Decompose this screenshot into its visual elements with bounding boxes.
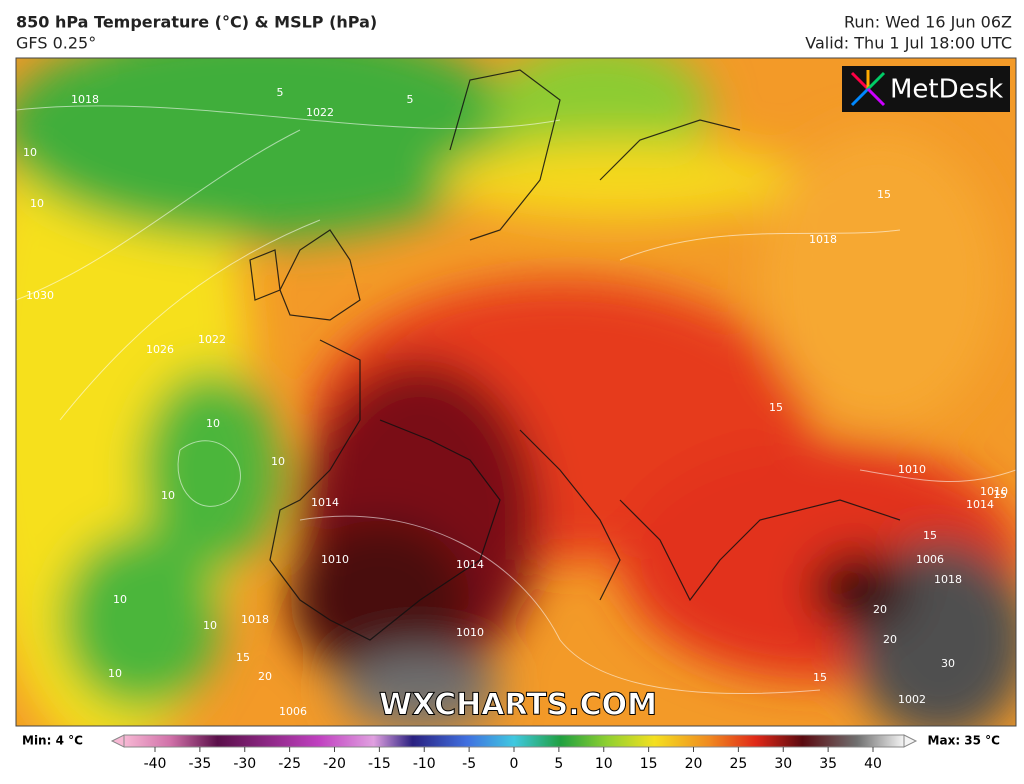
contour-label: 15 <box>993 488 1007 501</box>
colorbar-tick-label: 35 <box>819 756 837 772</box>
contour-label: 30 <box>941 657 955 670</box>
map-area <box>16 58 1016 726</box>
contour-label: 20 <box>873 603 887 616</box>
colorbar-tick-label: 15 <box>640 756 658 772</box>
contour-label: 10 <box>206 417 220 430</box>
contour-label: 1006 <box>279 705 307 718</box>
contour-label: 10 <box>108 667 122 680</box>
contour-label: 1002 <box>898 693 926 706</box>
contour-label: 1014 <box>456 558 484 571</box>
contour-label: 20 <box>258 670 272 683</box>
colorbar-tick-label: -10 <box>413 756 436 772</box>
contour-label: 1014 <box>966 498 994 511</box>
colorbar <box>110 734 918 748</box>
contour-label: 20 <box>883 633 897 646</box>
valid: Valid: Thu 1 Jul 18:00 UTC <box>805 34 1012 53</box>
run: Run: Wed 16 Jun 06Z <box>844 13 1012 32</box>
contour-label: 10 <box>30 197 44 210</box>
contour-label: 1010 <box>980 485 1008 498</box>
colorbar-tick-label: 40 <box>864 756 882 772</box>
colorbar-tick-label: -30 <box>233 756 256 772</box>
contour-label: 1018 <box>934 573 962 586</box>
watermark: WXCHARTS.COM <box>379 688 657 723</box>
colorbar-tick-label: 5 <box>554 756 563 772</box>
contour-label: 10 <box>271 455 285 468</box>
colorbar-tick-label: -35 <box>188 756 211 772</box>
colorbar-tick-label: 0 <box>510 756 519 772</box>
contour-label: 1006 <box>916 553 944 566</box>
contour-label: 1018 <box>809 233 837 246</box>
colorbar-tick-label: 10 <box>595 756 613 772</box>
colorbar-tick-label: 25 <box>729 756 747 772</box>
contour-label: 1026 <box>146 343 174 356</box>
colorbar-tick-label: 30 <box>774 756 792 772</box>
contour-label: 10 <box>23 146 37 159</box>
contour-label: 1018 <box>71 93 99 106</box>
colorbar-tick-label: -25 <box>278 756 301 772</box>
title: 850 hPa Temperature (°C) & MSLP (hPa) <box>16 13 377 32</box>
contour-label: 15 <box>923 529 937 542</box>
colorbar-tick-label: -40 <box>144 756 167 772</box>
contour-label: 1018 <box>241 613 269 626</box>
contour-label: 15 <box>813 671 827 684</box>
colorbar-tick-label: -20 <box>323 756 346 772</box>
min-label: Min: 4 °C <box>22 734 83 748</box>
contour-label: 1010 <box>456 626 484 639</box>
contour-label: 5 <box>407 93 414 106</box>
contour-label: 15 <box>769 401 783 414</box>
max-label: Max: 35 °C <box>928 734 1001 748</box>
contour-label: 10 <box>113 593 127 606</box>
contour-label: 1014 <box>311 496 339 509</box>
colorbar-tick-label: 20 <box>685 756 703 772</box>
contour-label: 10 <box>161 489 175 502</box>
contour-label: 15 <box>877 188 891 201</box>
contour-label: 15 <box>236 651 250 664</box>
contour-label: 1010 <box>321 553 349 566</box>
contour-label: 1030 <box>26 289 54 302</box>
contour-label: 1010 <box>898 463 926 476</box>
colorbar-tick-label: -15 <box>368 756 391 772</box>
logo-icon <box>850 70 886 107</box>
contour-label: 10 <box>203 619 217 632</box>
logo: MetDesk <box>890 75 1003 105</box>
contour-label: 5 <box>277 86 284 99</box>
contour-label: 1022 <box>306 106 334 119</box>
contour-label: 1022 <box>198 333 226 346</box>
colorbar-tick-label: -5 <box>462 756 476 772</box>
subtitle: GFS 0.25° <box>16 34 96 53</box>
